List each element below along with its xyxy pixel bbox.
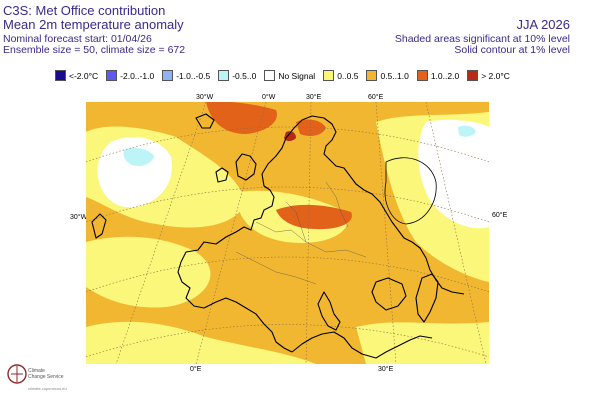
anomaly-map-svg xyxy=(86,102,489,364)
country-borders xyxy=(235,181,367,285)
anomaly-yellow-southeast xyxy=(356,322,489,364)
legend-label: -1.0..-0.5 xyxy=(176,70,211,81)
legend-label: -2.0..-1.0 xyxy=(120,70,155,81)
legend-label: > 2.0°C xyxy=(481,70,510,81)
graticule-lat-2 xyxy=(86,186,489,223)
legend-item: 1.0..2.0 xyxy=(416,70,460,81)
legend-swatch xyxy=(264,70,276,81)
legend-swatch xyxy=(218,70,230,81)
graticule-lat-3 xyxy=(86,256,489,293)
logo-thermometer-icon xyxy=(11,366,23,382)
graticule-lat-4 xyxy=(86,324,489,358)
legend-swatch xyxy=(467,70,479,81)
legend-swatch xyxy=(106,70,118,81)
lon-label-top-3: 30°E xyxy=(306,94,322,101)
legend-item: 0..0.5 xyxy=(323,70,358,81)
legend-item: -1.0..-0.5 xyxy=(162,70,210,81)
legend-item: -0.5..0 xyxy=(218,70,256,81)
coastlines xyxy=(91,113,465,359)
legend-swatch xyxy=(55,70,66,81)
legend-swatch xyxy=(416,70,428,81)
graticule-lon-5 xyxy=(425,102,487,364)
legend-label: 0..0.5 xyxy=(337,70,359,81)
lon-label-top-1: 30°W xyxy=(196,94,214,101)
legend-item: No Signal xyxy=(264,70,315,81)
coastline-iceland xyxy=(195,113,215,129)
border-3 xyxy=(285,201,307,243)
season-label: JJA 2026 xyxy=(516,17,571,32)
coastline-italy xyxy=(317,291,341,331)
anomaly-red-patch xyxy=(284,131,296,141)
coastline-iberia-italy xyxy=(177,261,293,353)
legend-item: > 2.0°C xyxy=(467,70,510,81)
anomaly-darkorange-north xyxy=(206,102,277,134)
ensemble-size-text: Ensemble size = 50, climate size = 672 xyxy=(3,44,186,56)
anomaly-darkorange-scandinavia xyxy=(296,119,326,136)
lat-label-left: 30°W xyxy=(70,214,88,221)
significance-contour xyxy=(384,157,437,225)
logo-name-line2: Change Service xyxy=(28,374,64,380)
legend-label: No Signal xyxy=(278,70,316,81)
forecast-start-text: Nominal forecast start: 01/04/26 xyxy=(3,33,152,45)
anomaly-cyan-patch-2 xyxy=(458,125,476,137)
legend-item: -2.0..-1.0 xyxy=(106,70,154,81)
coastline-britain xyxy=(235,153,257,181)
legend-item: <-2.0°C xyxy=(55,70,98,81)
graticule-lat-1 xyxy=(86,126,489,163)
chart-title: C3S: Met Office contribution xyxy=(3,3,166,18)
legend-label: <-2.0°C xyxy=(69,70,99,81)
border-4 xyxy=(325,181,349,228)
lon-label-bottom-1: 0°E xyxy=(190,366,202,373)
coastline-ireland xyxy=(215,167,229,183)
lon-label-top-4: 60°E xyxy=(368,94,384,101)
legend-label: 0.5..1.0 xyxy=(380,70,409,81)
anomaly-map xyxy=(86,102,489,364)
graticule xyxy=(86,102,489,364)
legend-swatch xyxy=(323,70,335,81)
coastline-europe-north xyxy=(180,115,465,295)
copernicus-logo xyxy=(7,364,27,384)
legend-swatch xyxy=(162,70,174,81)
anomaly-nosignal-east xyxy=(418,119,489,229)
coastline-caspian xyxy=(415,273,439,323)
border-2 xyxy=(235,251,317,285)
legend-label: -0.5..0 xyxy=(232,70,257,81)
legend: <-2.0°C -2.0..-1.0 -1.0..-0.5 -0.5..0 No Sig… xyxy=(55,70,510,81)
graticule-lon-1 xyxy=(115,102,207,364)
coastline-black-sea xyxy=(371,277,407,311)
lon-label-top-2: 0°W xyxy=(262,94,276,101)
logo-ring xyxy=(7,364,27,384)
coastline-mediterranean xyxy=(291,331,433,359)
lon-label-bottom-2: 30°E xyxy=(378,366,394,373)
anomaly-cyan-patch-1 xyxy=(123,148,154,166)
anomaly-nosignal-atlantic xyxy=(97,137,172,208)
legend-item: 0.5..1.0 xyxy=(366,70,409,81)
chart-subtitle: Mean 2m temperature anomaly xyxy=(3,17,184,32)
logo-name-line1: Climate xyxy=(28,368,45,374)
legend-swatch xyxy=(366,70,378,81)
logo-url: climate.copernicus.eu xyxy=(28,386,67,391)
significance-contour-text: Solid contour at 1% level xyxy=(454,44,570,56)
significance-shaded-text: Shaded areas significant at 10% level xyxy=(394,33,570,45)
lat-label-right: 60°E xyxy=(492,212,508,219)
coastline-azores xyxy=(91,213,107,239)
graticule-lon-3 xyxy=(305,102,312,364)
anomaly-yellow-south xyxy=(86,321,316,364)
logo-name: Climate Change Service xyxy=(28,368,64,380)
legend-label: 1.0..2.0 xyxy=(430,70,460,81)
anomaly-yellow-atlantic-south xyxy=(86,236,211,308)
